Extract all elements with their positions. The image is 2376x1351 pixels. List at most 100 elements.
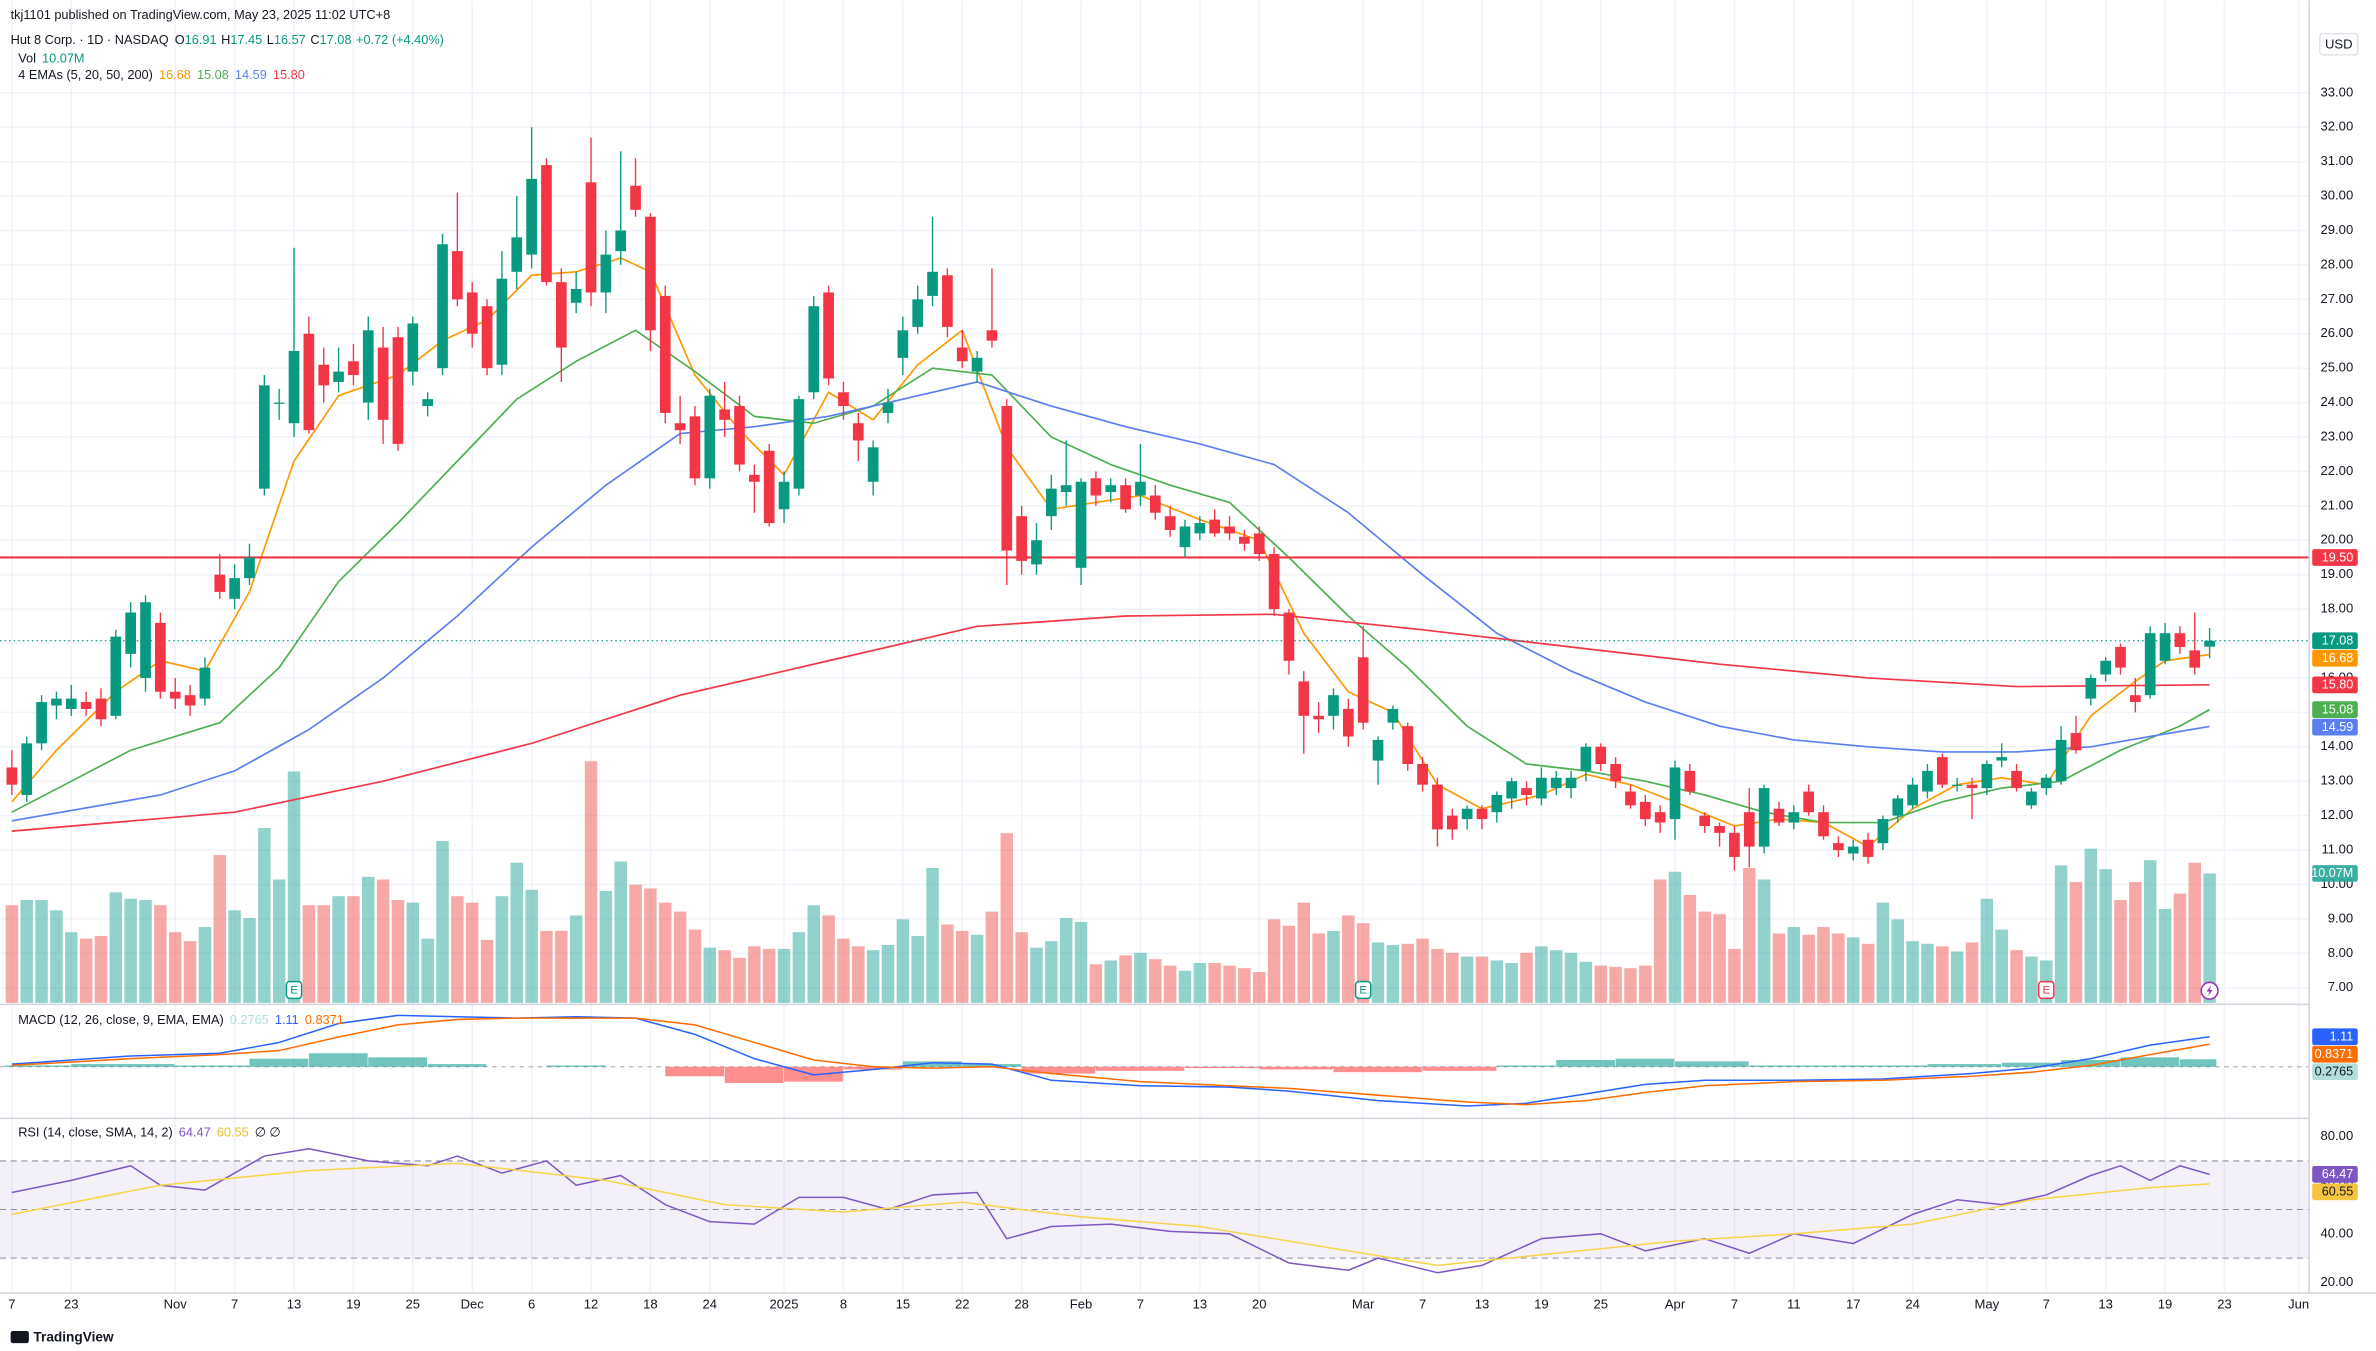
macd-histogram-bar	[1095, 1066, 1185, 1071]
volume-bar	[1446, 952, 1459, 1003]
candle-body	[437, 244, 448, 369]
candle-body	[229, 578, 240, 599]
candle-body	[1149, 495, 1161, 513]
x-tick-label: 19	[2158, 1297, 2173, 1312]
volume-bar	[1535, 946, 1548, 1003]
volume-bar	[2010, 950, 2023, 1003]
volume-bar	[2099, 869, 2112, 1003]
ohlc-value: 16.91	[185, 33, 217, 48]
x-tick-label: 24	[1905, 1297, 1920, 1312]
macd-histogram-bar	[1021, 1066, 1096, 1074]
volume-bar	[1698, 911, 1711, 1003]
volume-bar	[406, 902, 420, 1003]
candle-body	[2189, 650, 2201, 668]
rsi-sma-value: 60.55	[217, 1125, 249, 1140]
macd-histogram-bar	[308, 1053, 368, 1067]
y-tick-label: 23.00	[2321, 428, 2354, 443]
currency-box[interactable]	[2319, 32, 2359, 56]
volume-bar	[569, 915, 583, 1003]
y-tick-label: 31.00	[2321, 153, 2354, 168]
candle-body	[1966, 784, 1978, 789]
candle-body	[1105, 485, 1117, 493]
candle-body	[630, 185, 641, 210]
volume-bar	[1683, 894, 1697, 1003]
volume-bar	[5, 905, 19, 1003]
volume-bar	[1936, 946, 1949, 1003]
macd-histogram-bar	[546, 1065, 606, 1067]
candle-body	[986, 330, 998, 341]
volume-bar	[35, 900, 48, 1003]
x-tick-label: 17	[1846, 1297, 1861, 1312]
grid-layer	[0, 0, 2310, 1294]
price-badge-label: 15.08	[2322, 702, 2354, 716]
volume-bar	[673, 911, 687, 1003]
volume-bar	[495, 896, 509, 1003]
candle-body	[2055, 739, 2067, 782]
macd-label: MACD (12, 26, close, 9, EMA, EMA)	[18, 1012, 223, 1027]
volume-bar	[1431, 948, 1444, 1003]
candle-body	[1313, 715, 1324, 720]
candle-body	[956, 347, 968, 362]
candle-body	[1328, 695, 1339, 716]
volume-bar	[777, 948, 791, 1003]
macd-histogram-bar	[1496, 1065, 1556, 1067]
candle-body	[1239, 536, 1250, 544]
y-tick-label: 12.00	[2321, 807, 2354, 822]
volume-bar	[1059, 918, 1073, 1003]
volume-bar	[837, 938, 850, 1003]
volume-bar	[1074, 921, 1088, 1003]
volume-bar	[644, 888, 657, 1003]
macd-histogram-bar	[1333, 1066, 1422, 1073]
macd-histogram-bar	[1615, 1058, 1675, 1067]
candle-body	[1268, 554, 1280, 610]
candle-body	[1684, 770, 1696, 792]
rsi-extra: ∅ ∅	[255, 1125, 281, 1140]
candle-body	[2040, 777, 2052, 789]
volume-bar	[1713, 914, 1726, 1003]
price-badge-label: 60.55	[2322, 1185, 2354, 1199]
volume-layer	[5, 761, 2216, 1003]
x-tick-label: 7	[2043, 1297, 2050, 1312]
volume-bar	[154, 905, 167, 1003]
x-tick-label: 18	[643, 1297, 658, 1312]
y-tick-label: 28.00	[2321, 256, 2354, 271]
price-badge	[2312, 1183, 2358, 1201]
candle-body	[1580, 746, 1592, 771]
macd-histogram-bar	[2179, 1059, 2217, 1067]
volume-bar	[510, 862, 523, 1003]
candle-body	[2115, 646, 2126, 668]
candle-body	[2085, 677, 2097, 699]
volume-bar	[243, 918, 256, 1003]
x-tick-label: 24	[703, 1297, 718, 1312]
volume-bar	[1104, 960, 1117, 1003]
candle-body	[734, 406, 745, 465]
x-tick-label: 6	[528, 1297, 535, 1312]
volume-label: Vol	[18, 51, 36, 66]
volume-bar	[2158, 909, 2172, 1003]
candle-body	[511, 237, 523, 272]
x-tick-label: 25	[406, 1297, 421, 1312]
ema-line	[11, 381, 2210, 822]
candle-body	[1387, 708, 1399, 723]
volume-bar	[20, 900, 33, 1003]
candle-body	[570, 289, 582, 303]
volume-bar	[1223, 965, 1236, 1003]
volume-bar	[1416, 938, 1429, 1003]
candle-body	[244, 557, 255, 579]
candle-body	[1120, 485, 1131, 510]
candle-body	[6, 767, 18, 785]
volume-bar	[1000, 833, 1014, 1003]
macd-histogram-bar	[902, 1061, 962, 1067]
x-tick-label: Feb	[1070, 1297, 1092, 1312]
volume-bar	[1238, 968, 1251, 1003]
candle-body	[852, 423, 864, 441]
candle-body	[1877, 819, 1889, 844]
x-tick-label: Apr	[1665, 1297, 1686, 1312]
candle-body	[496, 278, 508, 365]
macd-histogram-bar	[1838, 1065, 1927, 1067]
volume-bar	[94, 936, 108, 1003]
price-badge	[2312, 676, 2358, 694]
price-badge	[2312, 632, 2358, 650]
volume-bar	[792, 932, 806, 1003]
x-tick-label: 7	[1419, 1297, 1426, 1312]
